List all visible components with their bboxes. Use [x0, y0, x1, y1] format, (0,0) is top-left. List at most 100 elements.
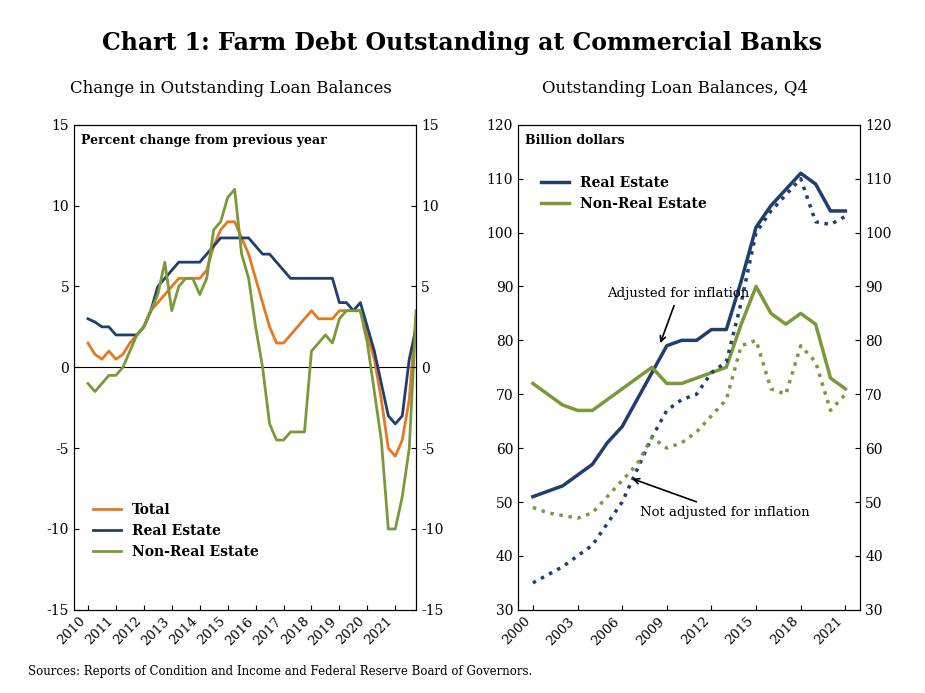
Non-Real Estate — [327, 339, 338, 347]
Real Estate — [411, 323, 422, 331]
Real Estate — [721, 326, 732, 334]
Real Estate — [647, 369, 658, 377]
Real Estate — [542, 487, 553, 495]
Total — [153, 299, 164, 307]
Non-Real Estate — [825, 374, 836, 383]
Real Estate — [327, 274, 338, 283]
Real Estate — [222, 234, 233, 242]
Real Estate — [586, 460, 598, 468]
Non-Real Estate — [216, 218, 227, 226]
Real Estate — [750, 223, 761, 231]
Real Estate — [166, 266, 178, 274]
Real Estate — [250, 242, 261, 250]
Non-Real Estate — [389, 525, 401, 533]
Non-Real Estate — [271, 436, 282, 444]
Non-Real Estate — [632, 374, 643, 383]
Non-Real Estate — [153, 290, 164, 299]
Non-Real Estate — [222, 193, 233, 202]
Non-Real Estate — [145, 306, 156, 315]
Real Estate — [306, 274, 317, 283]
Total — [264, 323, 275, 331]
Total — [299, 315, 310, 323]
Total — [82, 339, 93, 347]
Total — [334, 306, 345, 315]
Non-Real Estate — [334, 315, 345, 323]
Non-Real Estate — [208, 226, 219, 234]
Non-Real Estate — [236, 250, 247, 258]
Text: Billion dollars: Billion dollars — [524, 134, 624, 148]
Non-Real Estate — [124, 347, 135, 356]
Non-Real Estate — [810, 320, 821, 328]
Total — [306, 306, 317, 315]
Non-Real Estate — [243, 274, 254, 283]
Real Estate — [187, 258, 198, 266]
Real Estate — [173, 258, 184, 266]
Non-Real Estate — [104, 371, 115, 380]
Real Estate — [180, 258, 191, 266]
Real Estate — [96, 323, 107, 331]
Non-Real Estate — [721, 363, 732, 371]
Non-Real Estate — [90, 387, 101, 396]
Non-Real Estate — [250, 323, 261, 331]
Total — [90, 350, 101, 358]
Real Estate — [557, 482, 568, 490]
Real Estate — [153, 282, 164, 290]
Total — [271, 339, 282, 347]
Real Estate — [397, 412, 408, 420]
Non-Real Estate — [781, 320, 792, 328]
Non-Real Estate — [166, 306, 178, 315]
Non-Real Estate — [187, 274, 198, 283]
Non-Real Estate — [278, 436, 290, 444]
Non-Real Estate — [82, 379, 93, 387]
Total — [145, 306, 156, 315]
Line: Real Estate: Real Estate — [533, 173, 845, 497]
Total — [166, 282, 178, 290]
Real Estate — [299, 274, 310, 283]
Real Estate — [661, 342, 672, 350]
Real Estate — [376, 379, 387, 387]
Total — [131, 331, 142, 339]
Non-Real Estate — [602, 396, 613, 404]
Non-Real Estate — [257, 363, 268, 371]
Total — [313, 315, 324, 323]
Non-Real Estate — [110, 371, 121, 380]
Total — [222, 218, 233, 226]
Non-Real Estate — [369, 387, 380, 396]
Non-Real Estate — [96, 379, 107, 387]
Text: Adjusted for inflation: Adjusted for inflation — [608, 287, 749, 342]
Non-Real Estate — [647, 363, 658, 371]
Real Estate — [825, 207, 836, 215]
Real Estate — [602, 439, 613, 447]
Line: Total: Total — [88, 222, 416, 456]
Real Estate — [706, 326, 717, 334]
Non-Real Estate — [765, 309, 776, 317]
Real Estate — [285, 274, 296, 283]
Total — [403, 396, 414, 404]
Non-Real Estate — [340, 306, 352, 315]
Line: Real Estate: Real Estate — [88, 238, 416, 424]
Total — [104, 347, 115, 356]
Total — [187, 274, 198, 283]
Real Estate — [840, 207, 851, 215]
Non-Real Estate — [397, 493, 408, 501]
Real Estate — [796, 169, 807, 177]
Real Estate — [313, 274, 324, 283]
Total — [250, 274, 261, 283]
Total — [194, 274, 205, 283]
Total — [376, 396, 387, 404]
Non-Real Estate — [292, 428, 303, 436]
Real Estate — [369, 347, 380, 356]
Total — [348, 306, 359, 315]
Real Estate — [264, 250, 275, 258]
Total — [411, 306, 422, 315]
Total — [216, 226, 227, 234]
Total — [180, 274, 191, 283]
Real Estate — [257, 250, 268, 258]
Non-Real Estate — [661, 379, 672, 387]
Non-Real Estate — [527, 379, 538, 387]
Real Estate — [194, 258, 205, 266]
Real Estate — [403, 355, 414, 363]
Total — [320, 315, 331, 323]
Non-Real Estate — [383, 525, 394, 533]
Real Estate — [208, 242, 219, 250]
